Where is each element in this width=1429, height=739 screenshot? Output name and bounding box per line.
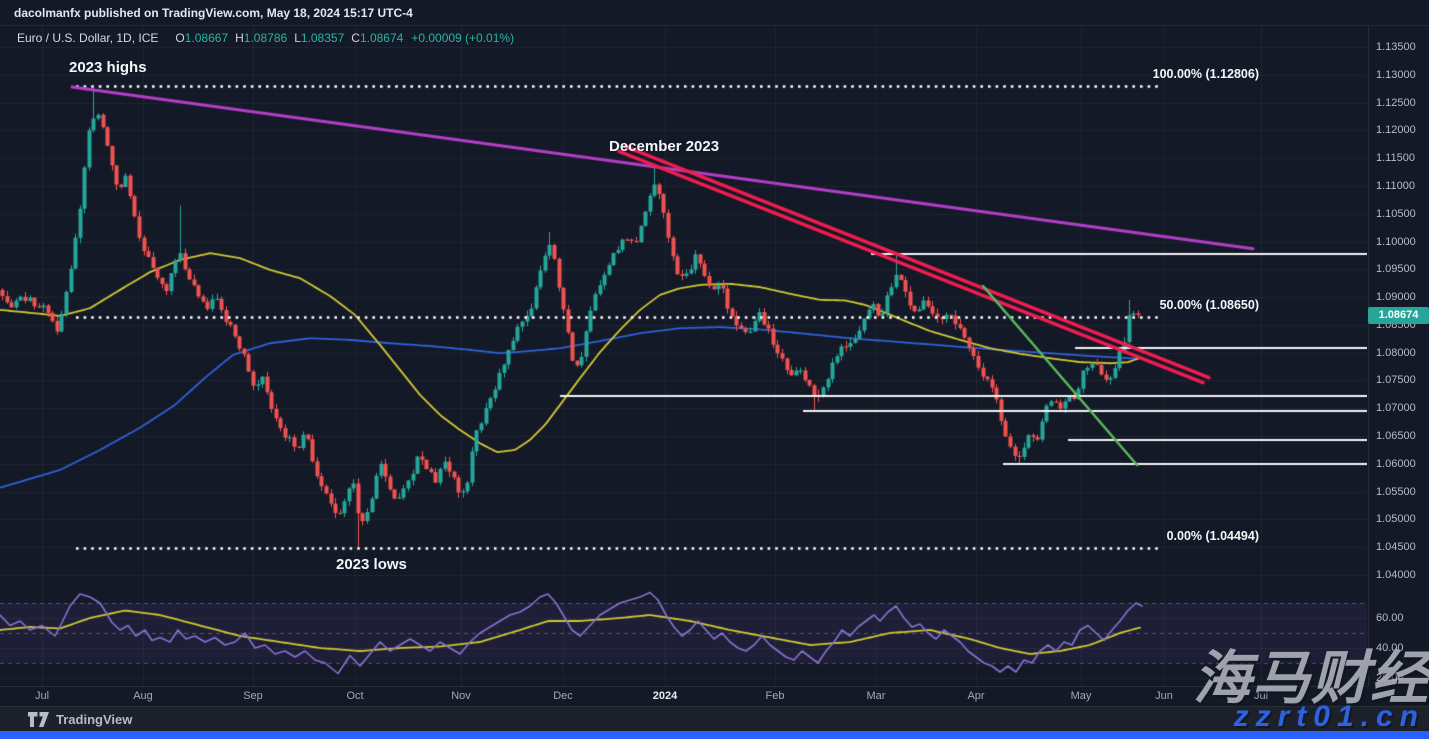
price-tick-label: 1.09000: [1376, 291, 1416, 304]
low-value: 1.08357: [300, 31, 345, 45]
rsi-tick-label: 60.00: [1376, 612, 1404, 624]
price-tick-label: 1.12000: [1376, 124, 1416, 137]
month-tick-label: Aug: [133, 690, 153, 702]
year-tick-label: 2024: [652, 690, 678, 702]
annotation-december-2023: December 2023: [609, 138, 720, 155]
price-tick-label: 1.04000: [1376, 568, 1416, 581]
price-tick-label: 1.05000: [1376, 513, 1416, 526]
price-tick-label: 1.12500: [1376, 96, 1416, 109]
month-tick-label: May: [1070, 690, 1092, 702]
price-tick-label: 1.08000: [1376, 346, 1416, 359]
open-label: O: [175, 31, 185, 45]
fib-label-100: 100.00% (1.12806): [1152, 66, 1259, 81]
price-tick-label: 1.07000: [1376, 402, 1416, 415]
footer-bar: TradingView: [0, 706, 1429, 731]
price-tick-label: 1.11000: [1376, 179, 1415, 192]
publish-bar: dacolmanfx published on TradingView.com,…: [0, 0, 1429, 26]
low-label: L: [294, 31, 301, 45]
tradingview-logo-text: TradingView: [56, 712, 133, 727]
price-chart-canvas[interactable]: [0, 0, 1367, 739]
month-tick-label: Mar: [866, 690, 886, 702]
tradingview-logo[interactable]: TradingView: [28, 712, 132, 727]
price-tick-label: 1.05500: [1376, 485, 1416, 498]
price-tick-label: 1.10000: [1376, 235, 1416, 248]
publish-text: dacolmanfx published on TradingView.com,…: [14, 6, 413, 20]
price-tick-label: 1.04500: [1376, 541, 1416, 554]
month-tick-label: Jul: [1253, 690, 1269, 702]
price-tick-label: 1.10500: [1376, 207, 1416, 220]
month-tick-label: Oct: [346, 690, 364, 702]
chart-legend[interactable]: Euro / U.S. Dollar, 1D, ICE O1.08667 H1.08…: [17, 31, 514, 45]
time-axis[interactable]: Jul Aug Sep Oct Nov Dec 2024 Feb Mar Apr May Jun Jul: [0, 686, 1368, 706]
watermark-url: zzrt01.cn: [1233, 700, 1425, 733]
month-tick-label: Apr: [967, 690, 985, 702]
fib-label-50: 50.00% (1.08650): [1159, 297, 1259, 312]
annotation-2023-lows: 2023 lows: [336, 556, 407, 573]
open-value: 1.08667: [184, 31, 229, 45]
symbol-title: Euro / U.S. Dollar, 1D, ICE: [17, 31, 159, 45]
month-tick-label: Jul: [34, 690, 50, 702]
rsi-tick-label: 20.00: [1376, 672, 1404, 684]
price-tick-label: 1.06000: [1376, 457, 1416, 470]
month-tick-label: Dec: [553, 690, 573, 702]
bottom-accent-bar: [0, 731, 1429, 739]
close-value: 1.08674: [359, 31, 404, 45]
price-tick-label: 1.06500: [1376, 430, 1416, 443]
price-tick-label: 1.07500: [1376, 374, 1416, 387]
close-label: C: [351, 31, 360, 45]
high-value: 1.08786: [243, 31, 288, 45]
price-axis[interactable]: 1.13500 1.13000 1.12500 1.12000 1.11500 1.110…: [1368, 26, 1429, 686]
tradingview-logo-icon: [28, 712, 49, 727]
price-tick-label: 1.09500: [1376, 263, 1416, 276]
price-tick-label: 1.13500: [1376, 41, 1416, 53]
month-tick-label: Jun: [1155, 690, 1173, 702]
month-tick-label: Feb: [765, 690, 785, 702]
watermark-brand: 海马财经: [1192, 646, 1429, 711]
annotation-2023-highs: 2023 highs: [69, 59, 147, 76]
high-label: H: [235, 31, 244, 45]
change-value: +0.00009 (+0.01%): [411, 31, 515, 45]
month-tick-label: Sep: [243, 690, 263, 702]
fib-label-0: 0.00% (1.04494): [1166, 528, 1259, 543]
last-price-badge: 1.08674: [1368, 306, 1429, 324]
price-tick-label: 1.11500: [1376, 152, 1415, 165]
month-tick-label: Nov: [451, 690, 471, 702]
price-tick-label: 1.13000: [1376, 68, 1416, 81]
rsi-tick-label: 40.00: [1376, 642, 1404, 654]
